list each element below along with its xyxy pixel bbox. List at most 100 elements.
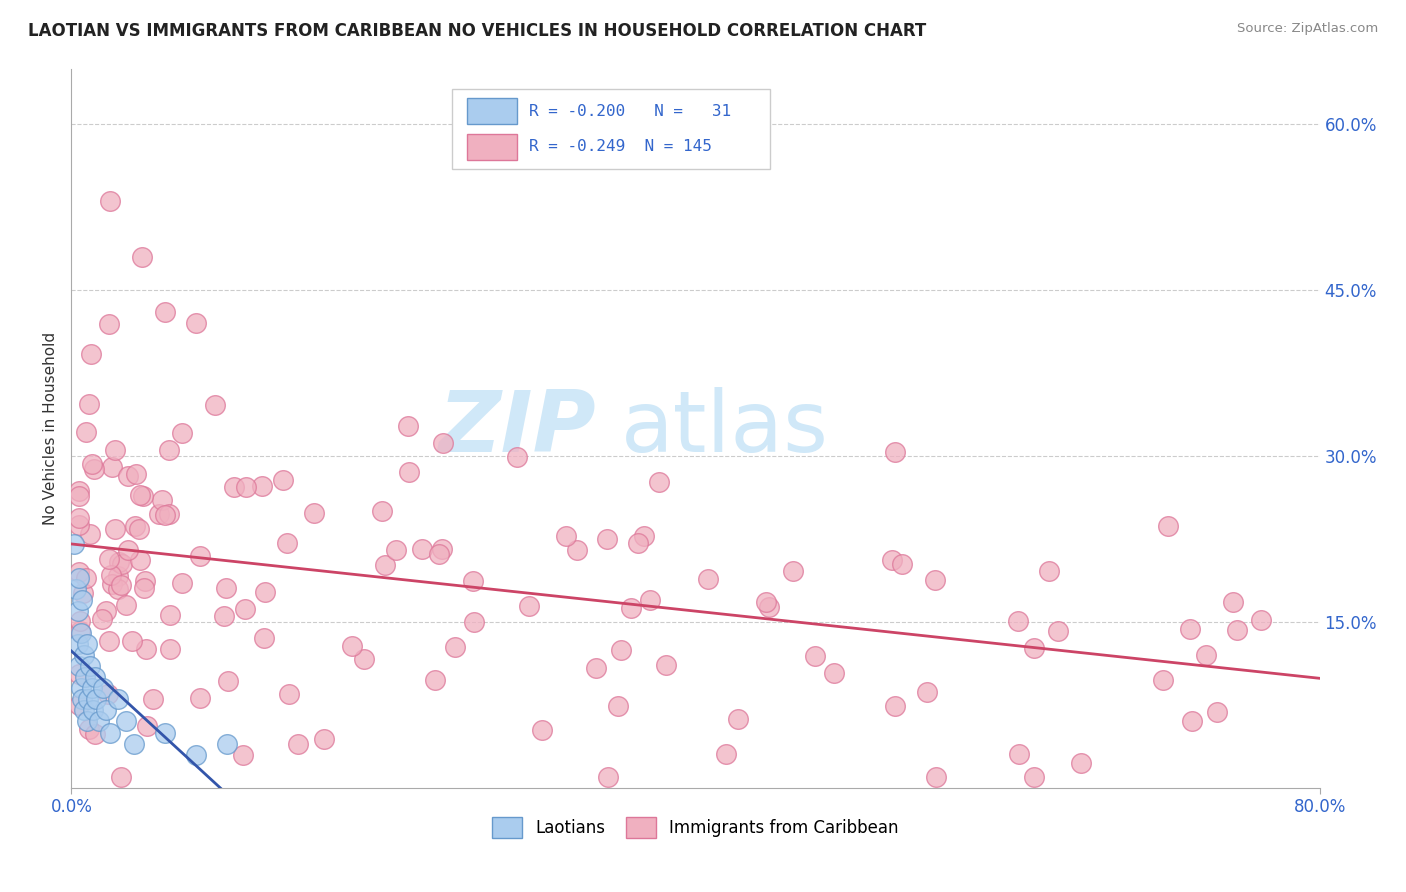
Point bbox=[98, 725, 121, 739]
Point bbox=[758, 599, 780, 614]
Point bbox=[565, 543, 588, 558]
Point bbox=[782, 564, 804, 578]
Point bbox=[66, 604, 89, 618]
Point bbox=[70, 692, 93, 706]
Point bbox=[65, 582, 87, 596]
Point bbox=[342, 639, 364, 653]
Point bbox=[69, 614, 91, 628]
Point bbox=[212, 609, 235, 624]
Point bbox=[148, 507, 170, 521]
Point bbox=[398, 465, 420, 479]
Point bbox=[89, 714, 111, 729]
Point bbox=[1152, 673, 1174, 687]
Point bbox=[1178, 622, 1201, 636]
Point bbox=[276, 535, 298, 549]
Point bbox=[755, 595, 778, 609]
Point bbox=[79, 659, 101, 673]
Point bbox=[67, 566, 90, 580]
Point bbox=[131, 250, 153, 264]
Point bbox=[134, 581, 156, 595]
Point bbox=[891, 557, 914, 571]
Point bbox=[1046, 624, 1069, 639]
Point bbox=[134, 574, 156, 588]
Text: ZIP: ZIP bbox=[437, 386, 596, 470]
Point bbox=[76, 637, 98, 651]
Point bbox=[188, 549, 211, 563]
Point bbox=[1226, 623, 1249, 637]
Point bbox=[1222, 594, 1244, 608]
Point bbox=[91, 611, 114, 625]
Point bbox=[80, 681, 103, 696]
Bar bbox=[467, 134, 517, 160]
Point bbox=[1007, 747, 1029, 761]
Point bbox=[253, 631, 276, 645]
Point bbox=[1195, 648, 1218, 663]
Point bbox=[427, 547, 450, 561]
Point bbox=[110, 770, 132, 784]
Point bbox=[103, 522, 125, 536]
Point bbox=[77, 397, 100, 411]
Point bbox=[190, 690, 212, 705]
Point bbox=[880, 552, 903, 566]
Point bbox=[153, 305, 176, 319]
Point bbox=[463, 615, 485, 630]
Point bbox=[67, 666, 90, 681]
Point bbox=[121, 634, 143, 648]
Point bbox=[131, 489, 153, 503]
Point bbox=[94, 603, 117, 617]
Point bbox=[67, 483, 90, 498]
Point bbox=[79, 722, 101, 736]
Point bbox=[1181, 714, 1204, 728]
Point bbox=[531, 723, 554, 737]
Point bbox=[517, 599, 540, 614]
Text: LAOTIAN VS IMMIGRANTS FROM CARIBBEAN NO VEHICLES IN HOUSEHOLD CORRELATION CHART: LAOTIAN VS IMMIGRANTS FROM CARIBBEAN NO … bbox=[28, 22, 927, 40]
Point bbox=[114, 598, 136, 612]
Point bbox=[75, 571, 97, 585]
Point bbox=[224, 480, 246, 494]
Point bbox=[804, 648, 827, 663]
Legend: Laotians, Immigrants from Caribbean: Laotians, Immigrants from Caribbean bbox=[485, 811, 905, 844]
Point bbox=[235, 479, 257, 493]
Point bbox=[883, 699, 905, 714]
Point bbox=[1157, 519, 1180, 533]
Point bbox=[104, 442, 127, 457]
Point bbox=[461, 574, 484, 588]
Point bbox=[91, 681, 114, 696]
Point bbox=[117, 542, 139, 557]
Point bbox=[153, 508, 176, 522]
Point bbox=[1007, 614, 1029, 628]
Point bbox=[411, 542, 433, 557]
Point bbox=[159, 608, 181, 623]
Point bbox=[128, 553, 150, 567]
Point bbox=[83, 462, 105, 476]
Point bbox=[610, 643, 633, 657]
Point bbox=[655, 658, 678, 673]
Point bbox=[697, 572, 720, 586]
Point bbox=[250, 479, 273, 493]
Point bbox=[122, 737, 145, 751]
Point bbox=[278, 687, 301, 701]
Point bbox=[128, 522, 150, 536]
Point bbox=[606, 698, 628, 713]
Point bbox=[73, 703, 96, 717]
Point bbox=[67, 698, 90, 712]
Point bbox=[1038, 564, 1060, 578]
Text: atlas: atlas bbox=[620, 386, 828, 470]
Point bbox=[647, 475, 669, 489]
Point bbox=[69, 624, 91, 639]
Y-axis label: No Vehicles in Household: No Vehicles in Household bbox=[44, 332, 58, 524]
Point bbox=[69, 681, 91, 696]
Point bbox=[638, 592, 661, 607]
Point bbox=[70, 592, 93, 607]
Point bbox=[135, 641, 157, 656]
Point bbox=[72, 586, 94, 600]
Point bbox=[75, 425, 97, 440]
Point bbox=[714, 747, 737, 761]
Point bbox=[555, 529, 578, 543]
Point bbox=[217, 737, 239, 751]
Point bbox=[186, 747, 208, 762]
Point bbox=[97, 317, 120, 331]
Point bbox=[312, 731, 335, 746]
Point bbox=[125, 467, 148, 481]
Point bbox=[124, 519, 146, 533]
